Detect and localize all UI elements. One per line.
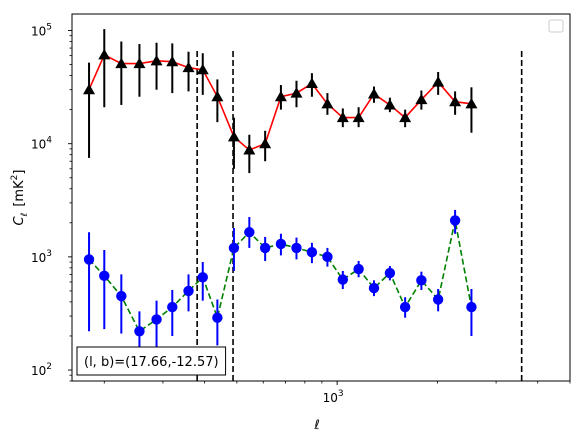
series-2-point (306, 246, 318, 258)
series-1-point (196, 63, 209, 75)
series-2-point (275, 238, 287, 250)
y-axis-label-subscript: ℓ (20, 213, 30, 218)
series-1-point (432, 76, 445, 87)
series-1-point (211, 90, 224, 102)
series-1-point (166, 55, 179, 67)
series-1-point (321, 97, 334, 109)
series-1-point (98, 48, 111, 60)
series-1-point (115, 57, 128, 69)
y-axis-label: Cℓ [mK2] (10, 170, 30, 226)
series-1-point (83, 83, 96, 95)
series-2-point (399, 301, 411, 313)
series-1-point (415, 93, 428, 105)
series-2-point (183, 285, 194, 297)
series-2-point (244, 227, 255, 238)
series-2-point (466, 301, 477, 313)
series-2-point (259, 242, 271, 254)
y-axis-label-unit-close: ] (12, 170, 27, 175)
series-1-point (305, 77, 318, 89)
series-2-point (337, 274, 349, 285)
series-2-point (291, 242, 302, 254)
axes-frame (71, 13, 571, 382)
series-2-point (134, 326, 145, 337)
series-2-point (322, 251, 333, 263)
series-1-point (243, 143, 256, 155)
series-1-point (465, 97, 478, 109)
series-1-point (290, 87, 303, 98)
series-2-point (368, 282, 380, 294)
series-2-point (167, 301, 178, 313)
axis-labels: ℓ Cℓ [mK2] (10, 170, 320, 433)
series-2-point (151, 314, 162, 325)
series-1-point (367, 87, 380, 99)
y-axis-label-unit-sup: 2 (10, 175, 20, 181)
series-1-point (399, 111, 412, 123)
coordinate-annotation: (l, b)=(17.66,-12.57) (76, 346, 227, 376)
series-1-point (383, 98, 396, 110)
series-2-point (116, 290, 127, 302)
series-2-point (432, 294, 444, 305)
series-2-point (212, 312, 223, 323)
annotation-text: (l, b)=(17.66,-12.57) (84, 355, 219, 370)
series-2-point (449, 215, 461, 226)
series-1-point (133, 57, 146, 69)
axes-border (71, 13, 571, 382)
series-1-point (259, 137, 272, 149)
series-2-point (228, 242, 240, 254)
y-tick-label: 102 (31, 362, 52, 378)
series-2-point (384, 267, 396, 279)
series-1-point (449, 95, 462, 107)
y-axis-label-main: C (12, 215, 27, 225)
y-tick-label: 105 (31, 23, 52, 39)
annotation-box (76, 346, 227, 376)
series-1-point (182, 61, 195, 73)
series-2-point (99, 270, 110, 282)
y-tick-label: 104 (31, 136, 52, 152)
series-1-point (227, 130, 240, 142)
series-2-point (83, 254, 95, 265)
series-2-point (197, 272, 208, 283)
y-tick-label: 103 (31, 249, 52, 265)
series-2-point (416, 275, 427, 286)
series-1-point (150, 54, 163, 66)
axis-ticks: 103 102 103 104 105 (31, 23, 571, 405)
series-1 (83, 29, 478, 174)
y-axis-label-unit: [mK (12, 180, 27, 207)
legend-box (548, 19, 564, 33)
series-1-point (274, 90, 287, 102)
series-1-point (352, 111, 365, 123)
x-tick-label: 103 (323, 389, 344, 405)
x-axis-label: ℓ (313, 418, 319, 433)
series-2-point (353, 263, 364, 275)
series-1-point (336, 111, 349, 123)
